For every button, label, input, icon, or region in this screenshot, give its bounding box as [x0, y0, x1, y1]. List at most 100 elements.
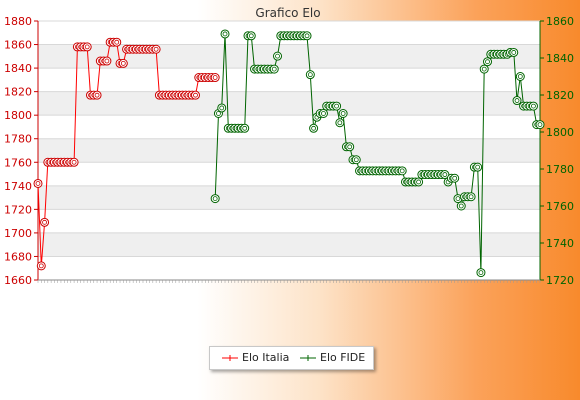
- marker-dot: [248, 33, 254, 39]
- left-tick-label: 1740: [4, 180, 32, 193]
- legend-label-fide: Elo FIDE: [320, 351, 366, 364]
- data-point: [397, 166, 407, 176]
- data-point: [69, 157, 79, 167]
- data-point: [210, 194, 220, 204]
- marker-ring: [456, 201, 466, 211]
- data-point: [338, 109, 348, 118]
- marker-ring: [269, 64, 279, 74]
- marker-ring: [118, 58, 128, 68]
- marker-dot: [71, 159, 77, 165]
- marker-ring: [397, 166, 407, 176]
- marker-dot: [212, 196, 218, 202]
- marker-dot: [468, 194, 474, 200]
- marker-dot: [222, 31, 228, 37]
- data-point: [483, 57, 493, 67]
- series-elo-fide: [210, 29, 545, 278]
- data-point: [466, 192, 476, 202]
- marker-dot: [193, 92, 198, 98]
- data-point: [509, 47, 519, 57]
- legend-item-fide: Elo FIDE: [300, 347, 365, 369]
- data-point: [528, 101, 538, 111]
- marker-dot: [120, 60, 126, 66]
- marker-ring: [535, 120, 545, 130]
- marker-dot: [517, 74, 523, 79]
- marker-dot: [304, 33, 310, 39]
- legend-swatch-fide: [300, 355, 316, 361]
- marker-ring: [509, 47, 519, 57]
- marker-dot: [219, 105, 225, 111]
- marker-ring: [240, 123, 250, 133]
- data-point: [479, 64, 489, 74]
- data-point: [102, 56, 112, 66]
- marker-ring: [515, 72, 525, 81]
- data-point: [210, 73, 220, 83]
- left-tick-label: 1680: [4, 250, 32, 263]
- right-tick-label: 1780: [546, 163, 574, 176]
- marker-ring: [476, 268, 486, 278]
- marker-ring: [112, 37, 122, 47]
- marker-dot: [321, 111, 326, 116]
- marker-ring: [450, 173, 460, 183]
- marker-ring: [190, 90, 200, 100]
- data-point: [453, 194, 463, 204]
- marker-ring: [512, 96, 522, 106]
- marker-dot: [242, 125, 248, 131]
- left-tick-label: 1800: [4, 109, 32, 122]
- left-tick-label: 1780: [4, 133, 32, 146]
- data-point: [269, 64, 279, 74]
- left-tick-label: 1660: [4, 274, 32, 287]
- marker-dot: [442, 172, 448, 177]
- marker-ring: [479, 64, 489, 74]
- marker-dot: [481, 66, 487, 72]
- data-point: [440, 170, 450, 180]
- marker-dot: [399, 168, 405, 174]
- data-point: [112, 37, 122, 47]
- marker-ring: [473, 162, 483, 172]
- grid-band: [38, 185, 540, 210]
- data-point: [220, 29, 230, 39]
- marker-dot: [452, 175, 458, 181]
- grid-band: [38, 232, 540, 257]
- marker-ring: [318, 109, 328, 118]
- right-tick-label: 1720: [546, 274, 574, 287]
- marker-ring: [40, 217, 50, 227]
- marker-ring: [246, 31, 256, 41]
- marker-dot: [340, 111, 346, 116]
- left-tick-label: 1720: [4, 203, 32, 216]
- legend-swatch-italia: [222, 355, 238, 361]
- data-point: [118, 58, 128, 68]
- marker-dot: [153, 46, 159, 52]
- grid-band: [38, 91, 540, 116]
- marker-ring: [338, 109, 348, 118]
- data-point: [414, 177, 424, 187]
- marker-ring: [305, 70, 315, 80]
- marker-dot: [353, 157, 359, 163]
- right-tick-label: 1840: [546, 52, 574, 65]
- data-point: [40, 217, 50, 227]
- data-point: [512, 96, 522, 106]
- marker-dot: [114, 39, 120, 45]
- left-tick-label: 1840: [4, 62, 32, 75]
- data-point: [240, 123, 250, 133]
- marker-ring: [302, 31, 312, 41]
- marker-ring: [36, 261, 46, 271]
- left-tick-label: 1860: [4, 39, 32, 52]
- data-point: [190, 90, 200, 100]
- marker-dot: [311, 125, 317, 131]
- marker-dot: [531, 103, 536, 109]
- right-tick-label: 1760: [546, 200, 574, 213]
- marker-dot: [514, 98, 520, 103]
- marker-dot: [458, 203, 464, 209]
- data-point: [305, 70, 315, 80]
- data-point: [217, 103, 227, 113]
- marker-ring: [466, 192, 476, 202]
- marker-dot: [212, 75, 218, 80]
- data-point: [535, 120, 545, 130]
- chart-legend: Elo Italia Elo FIDE: [209, 346, 374, 370]
- marker-ring: [345, 142, 355, 152]
- marker-ring: [92, 90, 102, 100]
- marker-dot: [42, 219, 47, 225]
- marker-dot: [416, 179, 422, 185]
